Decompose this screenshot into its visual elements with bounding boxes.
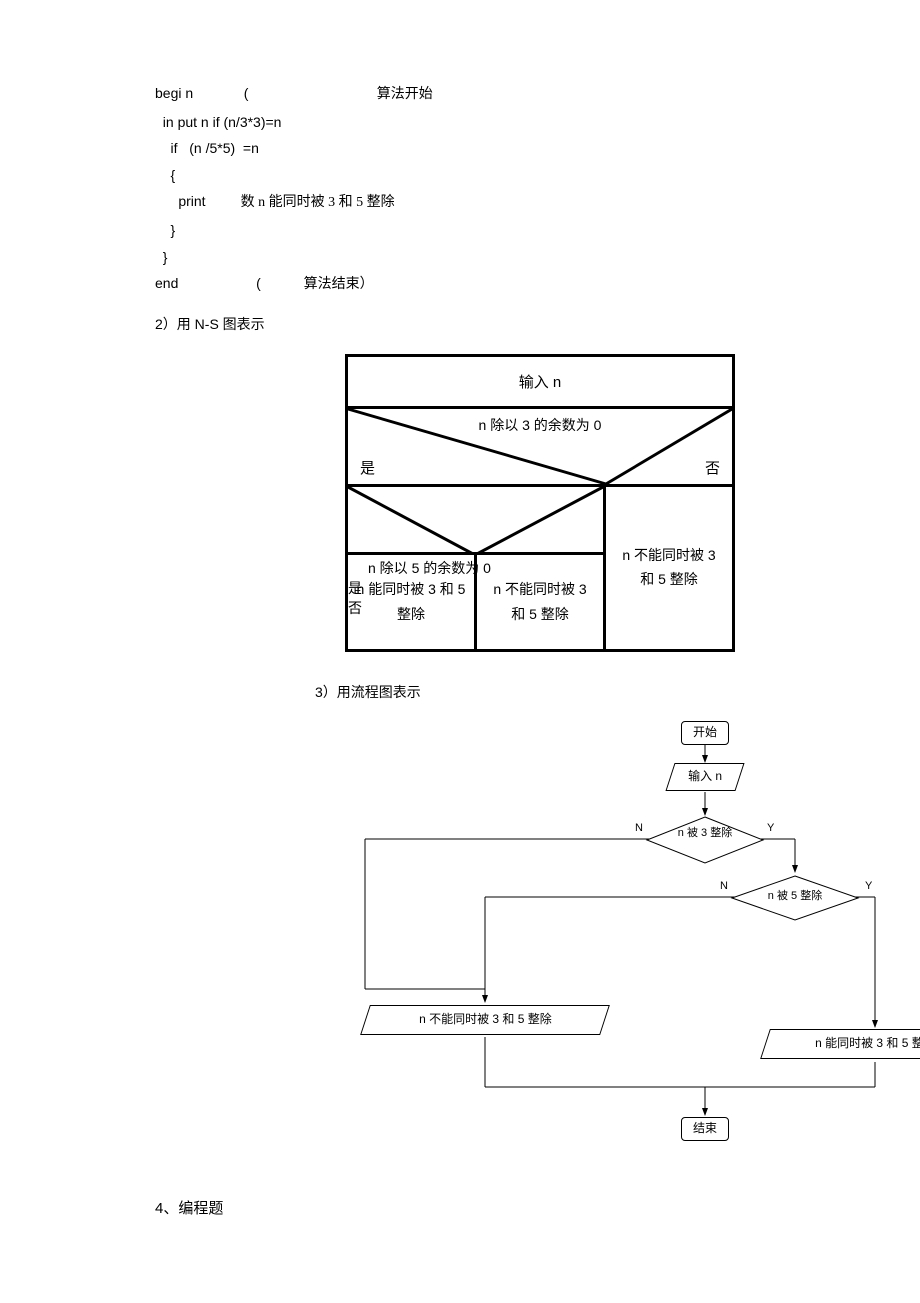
flow-n-label: N — [720, 880, 728, 892]
code-line: } — [155, 217, 860, 244]
section-programming: 4、编程题 — [155, 1197, 860, 1218]
flow-decision-1-label: n 被 3 整除 — [665, 827, 745, 840]
ns-left-branch: n 除以 5 的余数为 0 是 否 n 能同时被 3 和 5 整除 n 不能同时… — [348, 487, 606, 649]
ns-condition-text: n 除以 3 的余数为 0 — [348, 415, 732, 435]
code-text: print — [155, 193, 241, 209]
ns-yes-label: 是 — [348, 578, 603, 598]
ns-body: n 除以 5 的余数为 0 是 否 n 能同时被 3 和 5 整除 n 不能同时… — [348, 487, 732, 649]
code-text: end ( — [155, 275, 261, 291]
flowchart-arrows — [305, 717, 920, 1157]
ns-condition-1: n 除以 3 的余数为 0 是 否 — [348, 409, 732, 487]
ns-yes-label: 是 — [360, 457, 375, 478]
code-line: if (n /5*5) =n — [155, 135, 860, 162]
ns-no-label: 否 — [348, 598, 603, 618]
flow-n-label: N — [635, 822, 643, 834]
flow-decision-2-label: n 被 5 整除 — [755, 890, 835, 903]
ns-input-row: 输入 n — [348, 357, 732, 409]
flow-input-label: 输入 n — [688, 769, 722, 785]
flow-output-yes: n 能同时被 3 和 5 整除 — [760, 1029, 920, 1059]
code-line: end ( 算法结束） — [155, 270, 860, 299]
flow-end-label: 结束 — [693, 1121, 717, 1137]
ns-diagram-wrapper: 输入 n n 除以 3 的余数为 0 是 否 n 除以 5 的余数为 0 是 — [345, 354, 860, 652]
flow-start-label: 开始 — [693, 725, 717, 741]
flow-output-no: n 不能同时被 3 和 5 整除 — [360, 1005, 610, 1035]
flow-input: 输入 n — [665, 763, 744, 791]
ns-no-label: 否 — [705, 457, 720, 478]
flow-y-label: Y — [767, 822, 774, 834]
code-line: begi n ( 算法开始 — [155, 80, 860, 109]
code-text: begi n ( — [155, 85, 248, 101]
ns-diagram: 输入 n n 除以 3 的余数为 0 是 否 n 除以 5 的余数为 0 是 — [345, 354, 735, 652]
code-text: 数 n 能同时被 3 和 5 整除 — [241, 195, 395, 210]
section-ns-label: 2）用 N-S 图表示 — [155, 314, 860, 334]
flow-start: 开始 — [681, 721, 729, 745]
code-line: } — [155, 244, 860, 271]
section-flow-label: 3）用流程图表示 — [315, 682, 860, 702]
ns-condition-2: n 除以 5 的余数为 0 是 否 — [348, 487, 603, 555]
code-text: 算法结束） — [304, 277, 374, 292]
flowchart: 开始 输入 n n 被 3 整除 N Y n 被 5 整除 N Y n 不能同时… — [305, 717, 920, 1157]
ns-right-branch: n 不能同时被 3 和 5 整除 — [606, 487, 732, 649]
flow-y-label: Y — [865, 880, 872, 892]
code-comment: 算法开始 — [377, 87, 433, 102]
code-line: { — [155, 162, 860, 189]
code-line: print 数 n 能同时被 3 和 5 整除 — [155, 188, 860, 217]
code-line: in put n if (n/3*3)=n — [155, 109, 860, 136]
pseudocode-block: begi n ( 算法开始 in put n if (n/3*3)=n if (… — [155, 80, 860, 299]
flow-output-no-label: n 不能同时被 3 和 5 整除 — [419, 1012, 552, 1028]
flow-end: 结束 — [681, 1117, 729, 1141]
ns-condition-text: n 除以 5 的余数为 0 — [348, 558, 603, 578]
flow-output-yes-label: n 能同时被 3 和 5 整除 — [815, 1036, 920, 1052]
